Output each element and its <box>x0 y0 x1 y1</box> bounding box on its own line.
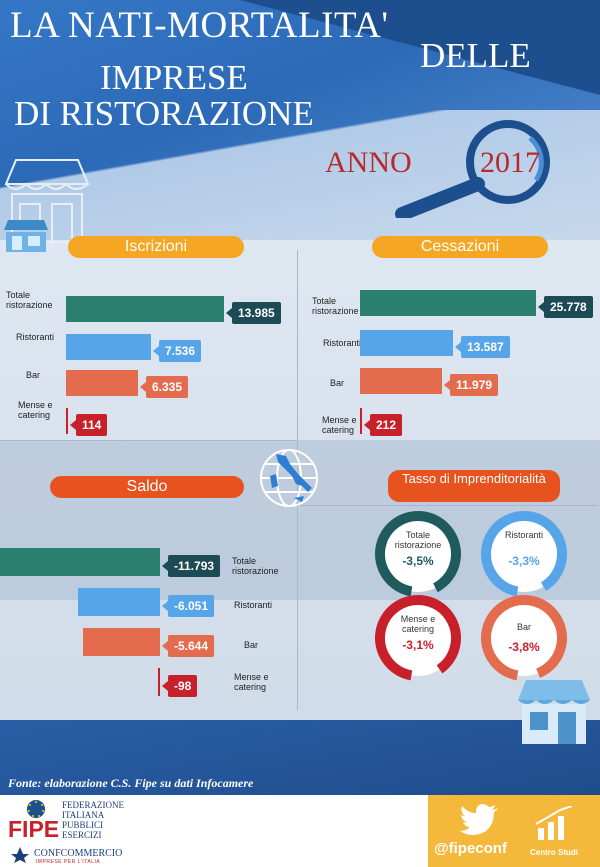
saldo-value-bar: -5.644 <box>161 635 215 657</box>
cessazioni-bar-ristoranti <box>360 330 453 356</box>
tasso-value-bar: -3,8% <box>508 640 540 654</box>
fipe-name: FEDERAZIONE ITALIANA PUBBLICI ESERCIZI <box>62 800 124 840</box>
iscrizioni-bar-mense <box>66 408 68 434</box>
fipe-name-line: PUBBLICI <box>62 820 104 830</box>
section-pill-cessazioni: Cessazioni <box>372 236 548 258</box>
twitter-bird-icon[interactable] <box>460 804 500 836</box>
tasso-ring-ristoranti: Ristoranti -3,3% <box>478 508 570 600</box>
title-line-2: DELLE <box>420 36 531 75</box>
iscrizioni-label-bar: Bar <box>26 370 41 380</box>
saldo-value-mense: -98 <box>161 675 198 697</box>
iscrizioni-value-ristoranti: 7.536 <box>152 340 202 362</box>
header-light-band <box>0 110 600 260</box>
cessazioni-bar-mense <box>360 408 362 434</box>
tasso-label-ristoranti: Ristoranti <box>504 530 543 540</box>
iscrizioni-value-bar: 6.335 <box>139 376 189 398</box>
magnifier-icon <box>395 120 550 218</box>
iscrizioni-bar-totale <box>66 296 224 322</box>
cessazioni-bar-bar <box>360 368 442 394</box>
tasso-label-totale: Totale ristorazione <box>394 530 442 550</box>
iscrizioni-value-mense: 114 <box>69 414 108 436</box>
tasso-label-mense: Mense e catering <box>400 614 436 634</box>
cessazioni-value-mense: 212 <box>363 414 403 436</box>
tasso-ring-mense: Mense e catering -3,1% <box>372 592 464 684</box>
saldo-label-ristoranti: Ristoranti <box>234 600 273 610</box>
twitter-handle[interactable]: @fipeconf <box>434 840 507 857</box>
shop-bottom-icon <box>518 680 590 744</box>
saldo-label-totale: Totale ristorazione <box>232 556 279 576</box>
divider-horizontal-right <box>298 505 598 506</box>
tasso-ring-bar: Bar -3,8% <box>478 592 570 684</box>
cessazioni-label-ristoranti: Ristoranti <box>323 338 362 348</box>
tasso-value-ristoranti: -3,3% <box>508 554 540 568</box>
tasso-value-totale: -3,5% <box>402 554 434 568</box>
cessazioni-value-bar: 11.979 <box>443 374 499 396</box>
title-line-1: LA NATI-MORTALITA' <box>10 5 389 46</box>
fipe-emblem-icon <box>27 800 45 818</box>
cessazioni-label-mense: Mense e catering <box>322 415 357 435</box>
bottom-band <box>0 720 600 795</box>
bar-chart-icon <box>535 806 573 840</box>
fipe-name-line: ESERCIZI <box>62 830 102 840</box>
confcommercio-name: CONFCOMMERCIO <box>34 848 123 859</box>
saldo-bar-totale <box>0 548 160 576</box>
section-pill-tasso: Tasso di Imprenditorialità <box>388 470 560 502</box>
iscrizioni-label-ristoranti: Ristoranti <box>16 332 55 342</box>
cessazioni-bar-totale <box>360 290 536 316</box>
saldo-bar-bar <box>83 628 160 656</box>
saldo-label-mense: Mense e catering <box>234 672 269 692</box>
saldo-value-ristoranti: -6.051 <box>161 595 215 617</box>
iscrizioni-bar-bar <box>66 370 138 396</box>
saldo-label-bar: Bar <box>244 640 259 650</box>
iscrizioni-label-mense: Mense e catering <box>18 400 53 420</box>
cessazioni-label-bar: Bar <box>330 378 345 388</box>
year-label: 2017 <box>480 146 540 179</box>
source-note: Fonte: elaborazione C.S. Fipe su dati In… <box>8 776 254 790</box>
section-pill-iscrizioni: Iscrizioni <box>68 236 244 258</box>
cessazioni-value-totale: 25.778 <box>538 296 593 318</box>
confcommercio-sub: IMPRESE PER L'ITALIA <box>36 859 101 865</box>
header-dark-triangle <box>240 0 600 95</box>
italy-globe-icon <box>260 449 318 507</box>
iscrizioni-label-totale: Totale ristorazione <box>6 290 53 310</box>
title-line-3: IMPRESE <box>100 58 248 97</box>
centro-studi-label: Centro Studi <box>530 848 578 857</box>
shop-small-icon <box>4 220 48 252</box>
fipe-name-line: FEDERAZIONE <box>62 800 124 810</box>
title-line-4: DI RISTORAZIONE <box>14 94 314 133</box>
section-pill-saldo: Saldo <box>50 476 244 498</box>
tasso-ring-totale: Totale ristorazione -3,5% <box>372 508 464 600</box>
fipe-name-line: ITALIANA <box>62 810 105 820</box>
cessazioni-value-ristoranti: 13.587 <box>455 336 510 358</box>
divider-horizontal-left <box>0 440 297 441</box>
saldo-value-totale: -11.793 <box>161 555 221 577</box>
anno-label: ANNO <box>325 146 412 179</box>
tasso-label-bar: Bar <box>516 622 531 632</box>
saldo-bar-mense <box>158 668 160 696</box>
confcommercio-emblem-icon <box>11 847 29 863</box>
fipe-logo: FIPE <box>8 816 60 842</box>
cessazioni-label-totale: Totale ristorazione <box>312 296 359 316</box>
iscrizioni-value-totale: 13.985 <box>226 302 281 324</box>
tasso-value-mense: -3,1% <box>402 638 434 652</box>
iscrizioni-bar-ristoranti <box>66 334 151 360</box>
saldo-bar-ristoranti <box>78 588 160 616</box>
